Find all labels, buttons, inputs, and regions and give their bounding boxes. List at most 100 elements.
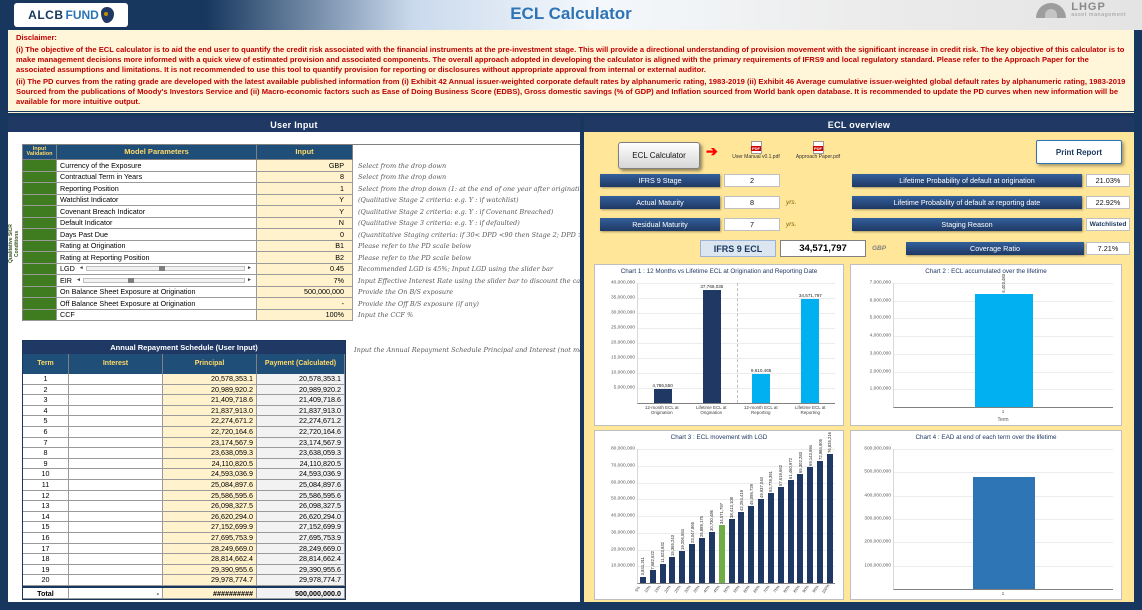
interest-cell[interactable]	[69, 501, 163, 512]
parameter-input[interactable]: 1	[257, 183, 353, 195]
slider-track[interactable]	[85, 266, 246, 272]
interest-cell[interactable]	[69, 575, 163, 586]
principal-cell[interactable]: 25,084,897.6	[163, 479, 257, 491]
app-header: ALCB FUND ECL Calculator LHGP asset manag…	[0, 0, 1142, 30]
parameter-input[interactable]: GBP	[257, 160, 353, 172]
principal-cell[interactable]: 24,593,036.9	[163, 469, 257, 480]
principal-cell[interactable]: 28,249,669.0	[163, 543, 257, 555]
principal-cell[interactable]: 27,152,699.9	[163, 522, 257, 533]
parameter-slider[interactable]: ◄ ►	[75, 276, 252, 283]
interest-cell[interactable]	[69, 426, 163, 438]
bar	[653, 388, 672, 403]
principal-cell[interactable]: 22,274,671.2	[163, 416, 257, 427]
total-interest: -	[69, 587, 163, 599]
parameter-input[interactable]: -	[257, 298, 353, 310]
principal-cell[interactable]: 27,695,753.9	[163, 532, 257, 544]
slider-thumb[interactable]	[159, 266, 166, 272]
principal-cell[interactable]: 21,409,718.6	[163, 395, 257, 406]
principal-cell[interactable]: 23,174,567.9	[163, 437, 257, 449]
disclaimer-heading: Disclaimer:	[16, 33, 57, 42]
lifetime-pd-origination-value[interactable]: 21.03%	[1086, 174, 1130, 187]
bar	[787, 480, 794, 583]
lifetime-pd-reporting-value[interactable]: 22.92%	[1086, 196, 1130, 209]
coverage-ratio-value[interactable]: 7.21%	[1086, 242, 1130, 255]
interest-cell[interactable]	[69, 543, 163, 555]
actual-maturity-value[interactable]: 8	[724, 196, 780, 209]
term-cell: 15	[23, 522, 69, 533]
term-cell: 4	[23, 405, 69, 417]
principal-cell[interactable]: 29,978,774.7	[163, 575, 257, 586]
y-axis-tick: 3,000,000	[869, 351, 891, 357]
interest-cell[interactable]	[69, 522, 163, 533]
slider-left-arrow[interactable]: ◄	[78, 265, 84, 272]
ecl-calculator-button[interactable]: ECL Calculator	[618, 142, 700, 169]
interest-cell[interactable]	[69, 511, 163, 523]
residual-maturity-value[interactable]: 7	[724, 218, 780, 231]
interest-cell[interactable]	[69, 405, 163, 417]
interest-cell[interactable]	[69, 479, 163, 491]
interest-cell[interactable]	[69, 437, 163, 449]
parameter-input[interactable]: 100%	[257, 309, 353, 321]
bar	[801, 299, 820, 403]
principal-cell[interactable]: 20,989,920.2	[163, 384, 257, 396]
ifrs9-ecl-value[interactable]: 34,571,797	[780, 240, 866, 257]
approach-paper-link[interactable]: PDF Approach Paper.pdf	[788, 141, 848, 161]
interest-cell[interactable]	[69, 374, 163, 385]
parameter-input[interactable]: 0	[257, 229, 353, 241]
column-header-principal: Principal	[163, 354, 257, 374]
parameter-input[interactable]: 8	[257, 171, 353, 183]
parameter-input[interactable]: N	[257, 217, 353, 229]
parameter-input[interactable]: 0.45	[257, 263, 353, 275]
slider-thumb[interactable]	[128, 277, 135, 283]
principal-cell[interactable]: 26,620,294.0	[163, 511, 257, 523]
interest-cell[interactable]	[69, 490, 163, 502]
schedule-row: 3 21,409,718.6 21,409,718.6	[23, 395, 345, 406]
parameter-input[interactable]: B2	[257, 252, 353, 264]
actual-maturity-unit: yrs.	[786, 199, 797, 206]
interest-cell[interactable]	[69, 564, 163, 576]
print-report-button[interactable]: Print Report	[1036, 140, 1122, 164]
principal-cell[interactable]: 24,110,820.5	[163, 458, 257, 470]
principal-cell[interactable]: 21,837,913.0	[163, 405, 257, 417]
schedule-row: 19 29,390,955.6 29,390,955.6	[23, 564, 345, 576]
interest-cell[interactable]	[69, 469, 163, 480]
slider-right-arrow[interactable]: ►	[247, 265, 252, 272]
parameter-input[interactable]: 7%	[257, 275, 353, 287]
schedule-row: 6 22,720,164.6 22,720,164.6	[23, 426, 345, 438]
bar	[738, 512, 745, 583]
parameter-input[interactable]: B1	[257, 240, 353, 252]
slider-left-arrow[interactable]: ◄	[75, 276, 81, 283]
interest-cell[interactable]	[69, 416, 163, 427]
pdf-icon: PDF	[750, 141, 762, 154]
principal-cell[interactable]: 22,720,164.6	[163, 426, 257, 438]
principal-cell[interactable]: 23,638,059.3	[163, 448, 257, 459]
principal-cell[interactable]: 29,390,955.6	[163, 564, 257, 576]
validation-indicator	[23, 206, 57, 218]
user-manual-link[interactable]: PDF User Manual v0.1.pdf	[726, 141, 786, 161]
interest-cell[interactable]	[69, 532, 163, 544]
principal-cell[interactable]: 28,814,662.4	[163, 554, 257, 565]
interest-cell[interactable]	[69, 554, 163, 565]
principal-cell[interactable]: 20,578,353.1	[163, 374, 257, 385]
bar-value-label: 11,523,932	[660, 542, 666, 563]
parameter-slider[interactable]: ◄ ►	[78, 265, 252, 272]
interest-cell[interactable]	[69, 458, 163, 470]
interest-cell[interactable]	[69, 384, 163, 396]
parameter-input[interactable]: Y	[257, 194, 353, 206]
y-axis-tick: 5,000,000	[613, 385, 635, 391]
slider-right-arrow[interactable]: ►	[247, 276, 252, 283]
slider-track[interactable]	[82, 277, 246, 283]
principal-cell[interactable]: 25,586,595.6	[163, 490, 257, 502]
parameter-input[interactable]: 500,000,000	[257, 286, 353, 298]
principal-cell[interactable]: 26,098,327.5	[163, 501, 257, 512]
bar-value-label: 34,571,797	[719, 503, 725, 525]
term-cell: 18	[23, 554, 69, 565]
interest-cell[interactable]	[69, 448, 163, 459]
ecl-overview-panel: ECL Calculator ➔ PDF User Manual v0.1.pd…	[584, 132, 1134, 602]
parameter-input[interactable]: Y	[257, 206, 353, 218]
staging-reason-value[interactable]: Watchlisted	[1086, 218, 1130, 231]
column-header-interest: Interest	[69, 354, 163, 374]
ifrs9-stage-value[interactable]: 2	[724, 174, 780, 187]
interest-cell[interactable]	[69, 395, 163, 406]
schedule-row: 17 28,249,669.0 28,249,669.0	[23, 543, 345, 555]
